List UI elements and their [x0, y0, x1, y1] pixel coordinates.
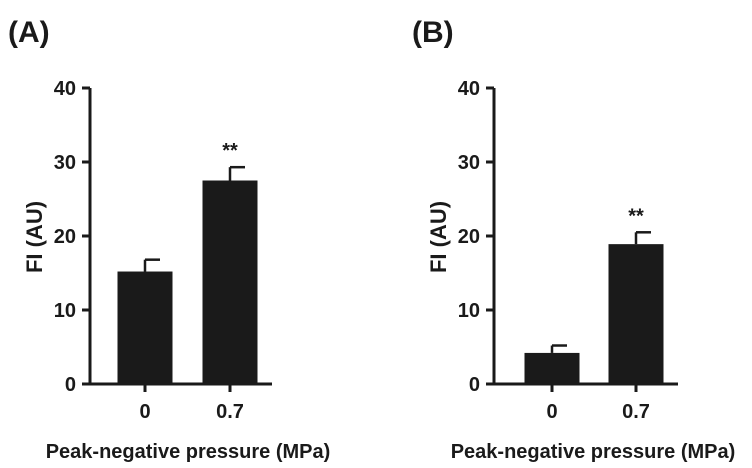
panel-b-x-tick-label: 0 [546, 401, 557, 423]
panel-b-y-tick-label: 0 [469, 374, 480, 396]
panel-a-x-axis-label: Peak-negative pressure (MPa) [46, 441, 331, 463]
panel-b-y-axis-label: FI (AU) [426, 201, 451, 273]
panel-a-y-tick-label: 30 [54, 152, 76, 174]
panel-a-y-tick-label: 20 [54, 226, 76, 248]
panel-b-bars: ** [524, 205, 664, 384]
panel-a-x-tick-label: 0.7 [216, 401, 244, 423]
panel-a-y-axis-label: FI (AU) [22, 201, 47, 273]
panel-b-y-ticks: 0 10 20 30 40 [458, 78, 494, 396]
panel-a-significance-marker: ** [222, 140, 238, 162]
panel-b-significance-marker: ** [628, 205, 644, 227]
panel-b-y-tick-label: 30 [458, 152, 480, 174]
panel-b-y-tick-label: 20 [458, 226, 480, 248]
panel-a-x-tick-label: 0 [139, 401, 150, 423]
panel-a-y-tick-label: 0 [65, 374, 76, 396]
panel-b-x-ticks: 0 0.7 [546, 384, 650, 423]
panel-a-y-tick-label: 40 [54, 78, 76, 100]
panel-b-y-tick-label: 10 [458, 300, 480, 322]
panel-a-y-tick-label: 10 [54, 300, 76, 322]
panel-a-bars: ** [117, 140, 258, 384]
panel-b-label: (B) [412, 16, 454, 49]
panel-a-bar [202, 180, 258, 384]
panel-a-label: (A) [8, 16, 50, 49]
panel-b-x-tick-label: 0.7 [622, 401, 650, 423]
panel-a-bar [117, 271, 173, 384]
panel-b-bar [524, 352, 580, 384]
panel-b-y-tick-label: 40 [458, 78, 480, 100]
panel-a-y-ticks: 0 10 20 30 40 [54, 78, 90, 396]
panel-a-x-ticks: 0 0.7 [139, 384, 244, 423]
panel-b-bar [608, 244, 664, 384]
panel-b-x-axis-label: Peak-negative pressure (MPa) [451, 441, 736, 463]
